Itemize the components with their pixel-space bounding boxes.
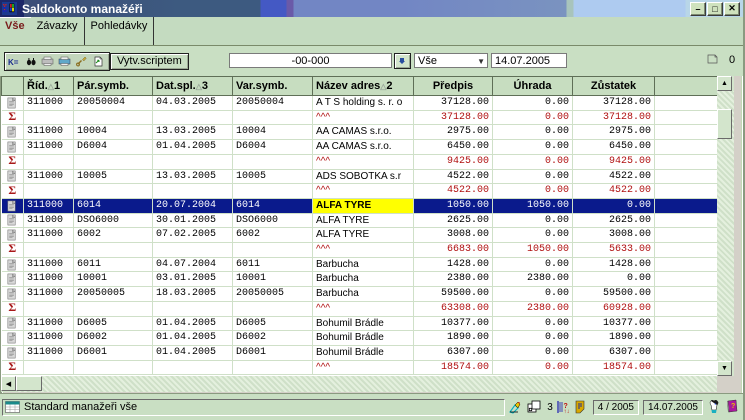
svg-text:↑↓: ↑↓: [563, 409, 569, 414]
svg-text:K=: K=: [8, 58, 19, 67]
svg-text:?: ?: [731, 403, 735, 410]
